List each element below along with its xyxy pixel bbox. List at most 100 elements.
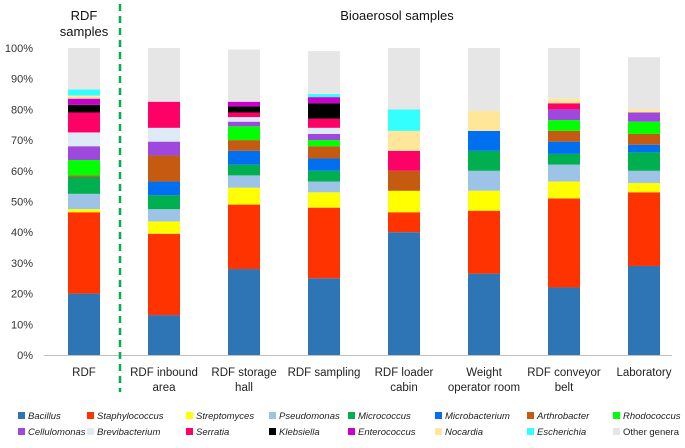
legend-swatch bbox=[87, 428, 94, 435]
bar-segment-cellulomonas bbox=[68, 146, 100, 161]
bar-segment-serratia bbox=[148, 101, 180, 128]
legend-label: Rhodococcus bbox=[623, 411, 681, 422]
legend-swatch bbox=[527, 428, 534, 435]
legend-swatch bbox=[18, 428, 25, 435]
legend-label: Pseudomonas bbox=[279, 411, 340, 422]
y-tick-label: 60% bbox=[11, 166, 33, 178]
bar-segment-serratia bbox=[548, 103, 580, 110]
legend-label: Nocardia bbox=[445, 427, 483, 438]
bar-segment-microbacterium bbox=[548, 141, 580, 154]
bar-segment-micrococcus bbox=[228, 164, 260, 176]
legend-swatch bbox=[613, 412, 620, 419]
bar-segment-nocardia bbox=[548, 98, 580, 104]
bar-segment-serratia bbox=[68, 112, 100, 133]
bar-segment-streptomyces bbox=[628, 183, 660, 193]
bar-segment-rhodococcus bbox=[68, 160, 100, 176]
category-label: cabin bbox=[390, 382, 418, 394]
bar-segment-bacillus bbox=[628, 265, 660, 355]
bar-segment-bacillus bbox=[468, 273, 500, 355]
bar-segment-enterococcus bbox=[308, 97, 340, 104]
category-label: belt bbox=[555, 382, 574, 394]
y-tick-label: 80% bbox=[11, 104, 33, 116]
bar-segment-cellulomonas bbox=[308, 133, 340, 141]
group-label-rdf-samples: RDF bbox=[71, 8, 98, 23]
legend-swatch bbox=[269, 428, 276, 435]
legend-label: Cellulomonas bbox=[28, 427, 86, 438]
bar-segment-other-genera bbox=[308, 51, 340, 95]
legend: Bacillus Staphylococcus Streptomyces Pseudo… bbox=[18, 411, 681, 438]
legend-swatch bbox=[269, 412, 276, 419]
bar-segment-micrococcus bbox=[628, 152, 660, 171]
category-label: RDF sampling bbox=[288, 367, 361, 379]
legend-swatch bbox=[527, 412, 534, 419]
bar-segment-staphylococcus bbox=[468, 210, 500, 274]
y-tick-label: 20% bbox=[11, 289, 33, 301]
bar-segment-bacillus bbox=[308, 278, 340, 355]
legend-swatch bbox=[435, 428, 442, 435]
category-labels: RDF RDF inbound area RDF storage hall RDF sam… bbox=[72, 367, 672, 394]
bar-segment-micrococcus bbox=[308, 170, 340, 182]
legend-swatch bbox=[186, 412, 193, 419]
bar-segment-klebsiella bbox=[308, 103, 340, 119]
category-label: RDF inbound bbox=[130, 367, 198, 379]
bar-segment-microbacterium bbox=[308, 158, 340, 171]
bar-segment-escherichia bbox=[308, 94, 340, 98]
bar-segment-serratia bbox=[388, 150, 420, 171]
bar-segment-nocardia bbox=[68, 95, 100, 99]
category-label: area bbox=[152, 382, 176, 394]
category-label: operator room bbox=[448, 382, 520, 394]
category-label: RDF bbox=[72, 367, 96, 379]
legend-swatch bbox=[348, 412, 355, 419]
bar-segment-micrococcus bbox=[548, 153, 580, 165]
bar-segment-cellulomonas bbox=[548, 109, 580, 121]
bar-segment-rhodococcus bbox=[228, 126, 260, 141]
bar-segment-other-genera bbox=[148, 48, 180, 102]
bar-segment-other-genera bbox=[68, 48, 100, 90]
bar-segment-brevibacterium bbox=[68, 132, 100, 147]
bar-segment-streptomyces bbox=[548, 181, 580, 199]
bar-segment-nocardia bbox=[628, 109, 660, 113]
category-label: Laboratory bbox=[617, 367, 672, 379]
legend-label: Escherichia bbox=[537, 427, 586, 438]
bar-segment-pseudomonas bbox=[68, 193, 100, 210]
category-label: RDF conveyor bbox=[527, 367, 601, 379]
legend-label: Serratia bbox=[196, 427, 229, 438]
category-label: hall bbox=[235, 382, 253, 394]
bar-segment-klebsiella bbox=[228, 106, 260, 113]
group-label-rdf-samples: samples bbox=[60, 24, 109, 39]
category-label: Weight bbox=[466, 367, 502, 379]
bar-segment-other-genera bbox=[468, 48, 500, 111]
bar-segment-rhodococcus bbox=[308, 140, 340, 147]
bar-segment-arthrobacter bbox=[68, 175, 100, 177]
bar-segment-pseudomonas bbox=[548, 164, 580, 182]
bar-segment-pseudomonas bbox=[468, 170, 500, 191]
bar-segment-bacillus bbox=[148, 315, 180, 355]
bar-segment-bacillus bbox=[388, 232, 420, 355]
bar-segment-other-genera bbox=[388, 48, 420, 110]
bar-segment-other-genera bbox=[548, 48, 580, 99]
legend-label: Micrococcus bbox=[358, 411, 411, 422]
bar-segment-rhodococcus bbox=[548, 120, 580, 131]
legend-swatch bbox=[186, 428, 193, 435]
bar-segment-cellulomonas bbox=[228, 121, 260, 127]
bar-segment-arthrobacter bbox=[548, 130, 580, 142]
legend-label: Staphylococcus bbox=[97, 411, 164, 422]
legend-label: Brevibacterium bbox=[97, 427, 160, 438]
legend-swatch bbox=[613, 428, 620, 435]
bar-segment-micrococcus bbox=[148, 195, 180, 210]
bar-segment-micrococcus bbox=[68, 176, 100, 194]
bar-segment-enterococcus bbox=[68, 98, 100, 105]
y-tick-label: 40% bbox=[11, 227, 33, 239]
bar-segment-other-genera bbox=[628, 57, 660, 110]
bar-segment-serratia bbox=[228, 112, 260, 118]
bar-segment-streptomyces bbox=[308, 192, 340, 208]
category-label: RDF loader bbox=[375, 367, 434, 379]
bar-segment-escherichia bbox=[68, 89, 100, 96]
legend-label: Klebsiella bbox=[279, 427, 320, 438]
bar-segment-staphylococcus bbox=[148, 233, 180, 316]
bar-segment-brevibacterium bbox=[228, 117, 260, 122]
bar-segment-staphylococcus bbox=[628, 192, 660, 266]
bar-segment-microbacterium bbox=[148, 181, 180, 196]
bar-segment-serratia bbox=[308, 118, 340, 128]
